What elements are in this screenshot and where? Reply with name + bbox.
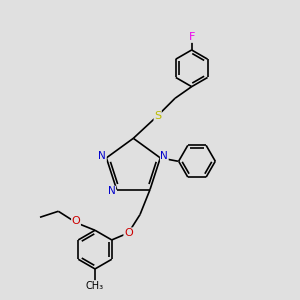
Text: N: N [98,151,106,161]
Text: O: O [72,216,80,226]
Text: O: O [124,228,133,238]
Text: F: F [188,32,195,42]
Text: S: S [154,111,161,121]
Text: CH₃: CH₃ [86,280,104,291]
Text: N: N [108,186,116,196]
Text: N: N [160,151,168,161]
